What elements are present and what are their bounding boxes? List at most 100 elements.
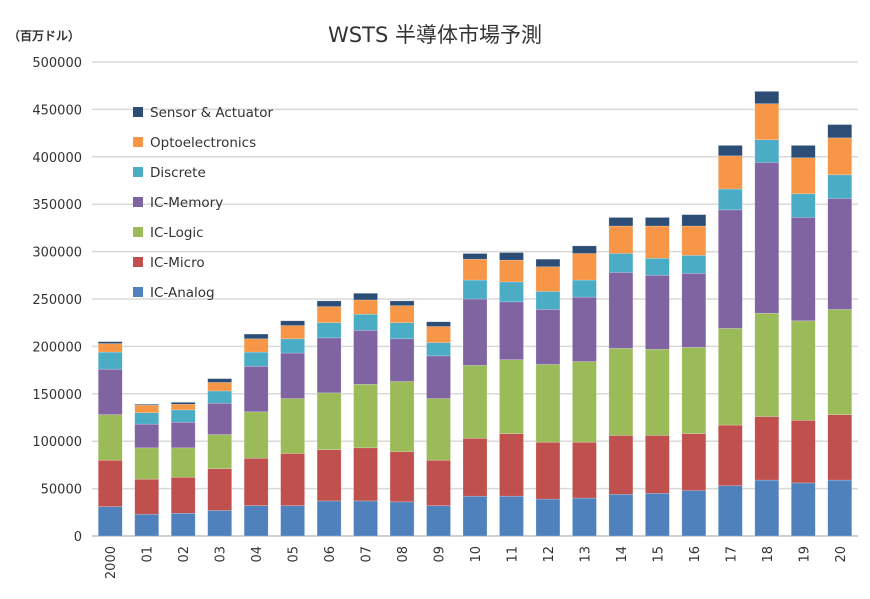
bar-segment-ic-logic	[572, 361, 597, 443]
bar-segment-ic-memory	[207, 403, 232, 435]
y-tick-label: 500000	[32, 56, 82, 71]
bar-segment-ic-analog	[97, 506, 123, 537]
y-tick-label: 300000	[32, 246, 82, 261]
bar-segment-ic-micro	[608, 435, 634, 495]
legend-label: Discrete	[150, 165, 206, 181]
bar-segment-sensor-actuator	[572, 245, 597, 254]
bar-segment-ic-logic	[827, 309, 853, 415]
bar-segment-optoelectronics	[754, 103, 780, 140]
bar-segment-discrete	[243, 351, 269, 367]
x-tick-label: 01	[141, 546, 156, 563]
bar-segment-ic-analog	[280, 505, 305, 537]
bar-segment-optoelectronics	[499, 259, 524, 283]
bar-segment-ic-analog	[499, 495, 524, 537]
bar-segment-sensor-actuator	[207, 378, 232, 383]
bar-segment-sensor-actuator	[170, 402, 196, 405]
bar-segment-ic-analog	[426, 505, 451, 537]
x-tick-label: 12	[542, 546, 557, 563]
bar-segment-discrete	[645, 257, 670, 276]
x-tick-label: 08	[396, 546, 411, 563]
y-unit-label: （百万ドル）	[8, 28, 80, 43]
chart-title: WSTS 半導体市場予測	[328, 23, 542, 47]
bar-segment-optoelectronics	[718, 155, 743, 190]
bar-segment-optoelectronics	[608, 225, 634, 254]
bar-segment-ic-memory	[681, 273, 707, 348]
bar-segment-discrete	[572, 279, 597, 298]
bar-segment-ic-memory	[608, 272, 634, 349]
y-tick-label: 400000	[32, 151, 82, 166]
bar-segment-ic-analog	[827, 479, 853, 537]
bar-segment-ic-memory	[754, 162, 780, 314]
bar-segment-optoelectronics	[353, 299, 378, 315]
legend-label: IC-Analog	[150, 285, 215, 301]
bar-segment-ic-micro	[754, 416, 780, 481]
bar-segment-ic-micro	[207, 468, 232, 511]
bar-segment-discrete	[389, 322, 415, 340]
bar-segment-ic-analog	[791, 482, 816, 537]
bar-segment-optoelectronics	[572, 253, 597, 281]
x-tick-label: 03	[214, 546, 229, 563]
bar-segment-ic-memory	[316, 337, 342, 394]
bar-segment-ic-micro	[645, 435, 670, 494]
bar-segment-sensor-actuator	[499, 252, 524, 261]
bar-segment-ic-analog	[462, 495, 488, 537]
bar-segment-optoelectronics	[645, 225, 670, 259]
bar-segment-optoelectronics	[389, 305, 415, 323]
bar-segment-optoelectronics	[134, 404, 159, 414]
bar-segment-optoelectronics	[535, 266, 561, 292]
bar-segment-ic-logic	[97, 414, 123, 461]
bar-segment-sensor-actuator	[791, 145, 816, 158]
y-tick-label: 250000	[32, 293, 82, 308]
bar-segment-ic-micro	[389, 451, 415, 503]
bar-segment-ic-memory	[97, 368, 123, 415]
bar-segment-ic-logic	[316, 392, 342, 450]
bar-segment-discrete	[608, 253, 634, 273]
bar-segment-ic-analog	[718, 485, 743, 537]
bar-segment-ic-micro	[426, 459, 451, 506]
x-tick-label: 13	[578, 546, 593, 563]
bar-segment-ic-analog	[170, 512, 196, 537]
x-tick-label: 09	[433, 546, 448, 563]
legend-label: IC-Memory	[150, 195, 223, 211]
bar-segment-sensor-actuator	[280, 320, 305, 326]
bar-segment-sensor-actuator	[608, 217, 634, 227]
bar-segment-sensor-actuator	[827, 124, 853, 139]
bar-segment-ic-micro	[134, 478, 159, 515]
bar-segment-optoelectronics	[827, 137, 853, 176]
x-tick-label: 10	[469, 546, 484, 563]
bar-segment-ic-memory	[791, 217, 816, 322]
bar-segment-sensor-actuator	[389, 300, 415, 306]
bar-segment-ic-analog	[353, 500, 378, 537]
y-tick-label: 150000	[32, 388, 82, 403]
legend-swatch	[133, 257, 143, 267]
x-tick-label: 07	[360, 546, 375, 563]
bar-segment-ic-logic	[280, 398, 305, 454]
legend-swatch	[133, 137, 143, 147]
bar-segment-optoelectronics	[316, 306, 342, 323]
bar-segment-ic-micro	[827, 414, 853, 481]
bar-segment-ic-micro	[353, 447, 378, 502]
bar-segment-sensor-actuator	[134, 403, 159, 406]
bar-segment-optoelectronics	[170, 403, 196, 411]
bar-segment-ic-logic	[754, 312, 780, 417]
bar-segment-ic-memory	[499, 301, 524, 360]
bar-segment-ic-logic	[207, 434, 232, 469]
bar-segment-ic-memory	[280, 352, 305, 399]
bar-segment-ic-logic	[608, 348, 634, 436]
bar-segment-optoelectronics	[280, 325, 305, 340]
bar-segment-discrete	[134, 412, 159, 425]
bar-segment-optoelectronics	[791, 157, 816, 195]
bar-segment-ic-micro	[280, 453, 305, 506]
bar-segment-ic-memory	[718, 209, 743, 329]
bar-segment-discrete	[754, 139, 780, 163]
bar-segment-ic-analog	[535, 498, 561, 537]
bar-segment-sensor-actuator	[754, 91, 780, 104]
y-tick-label: 0	[74, 530, 82, 545]
bar-segment-sensor-actuator	[462, 253, 488, 260]
bar-segment-ic-analog	[608, 494, 634, 537]
bar-segment-optoelectronics	[426, 326, 451, 343]
bar-segment-ic-memory	[462, 298, 488, 366]
x-tick-label: 17	[724, 546, 739, 563]
bar-segment-ic-logic	[353, 384, 378, 449]
